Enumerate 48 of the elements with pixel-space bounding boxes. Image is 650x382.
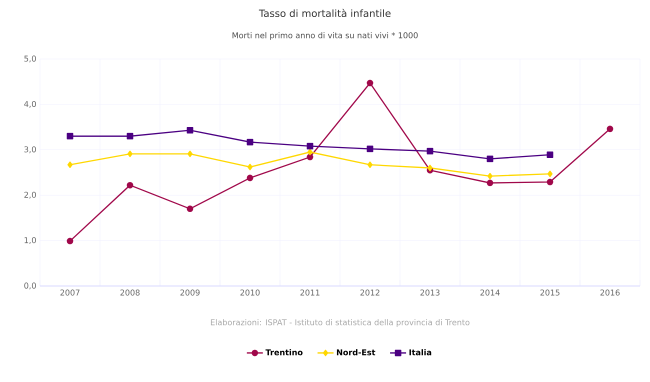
legend-label: Italia [409,349,432,356]
chart-title: Tasso di mortalità infantile [258,8,391,18]
point [186,127,194,134]
x-tick-label: 2016 [600,290,620,296]
point [127,150,133,158]
point [546,178,554,186]
point [606,126,614,132]
point [246,138,254,146]
x-tick-label: 2013 [420,290,440,296]
text: Elaborazioni: ISPAT - Istituto di statistica della provincia di Trento [210,319,470,327]
x-tick-label: 2008 [120,290,140,296]
x-tick-label: 2015 [540,290,560,296]
x-tick-label: 2010 [240,290,260,296]
y-tick-label: 1,0 [24,237,36,244]
y-tick-label: 2,0 [24,192,36,199]
point [307,148,313,156]
x-tick-label: 2009 [180,290,200,296]
point [186,206,194,212]
point [487,172,493,180]
point [486,180,494,186]
point [246,174,254,182]
y-tick-label: 0,0 [24,282,36,290]
point [426,148,434,154]
x-tick-label: 2007 [60,290,80,296]
y-tick-label: 4,0 [24,100,36,108]
point [67,162,73,168]
x-tick-label: 2012 [360,290,380,296]
x-tick-label: 2014 [480,290,500,296]
y-tick-label: 5,0 [24,56,36,62]
legend-label: Nord-Est [336,349,376,356]
point [247,164,253,170]
point [486,156,494,162]
point [367,162,373,168]
point [306,142,314,150]
chart-subtitle: Morti nel primo anno di vita su nati vivi * 1000 [232,32,418,40]
point [546,152,554,158]
point [306,154,314,160]
point [366,80,374,86]
point [547,170,553,178]
y-tick-label: 3,0 [24,146,36,154]
legend-label: Trentino [266,349,303,356]
point [187,150,193,158]
point [66,132,74,140]
point [366,146,374,152]
point [126,182,134,188]
x-tick-label: 2011 [300,290,320,296]
point [66,238,74,244]
point [126,132,134,140]
